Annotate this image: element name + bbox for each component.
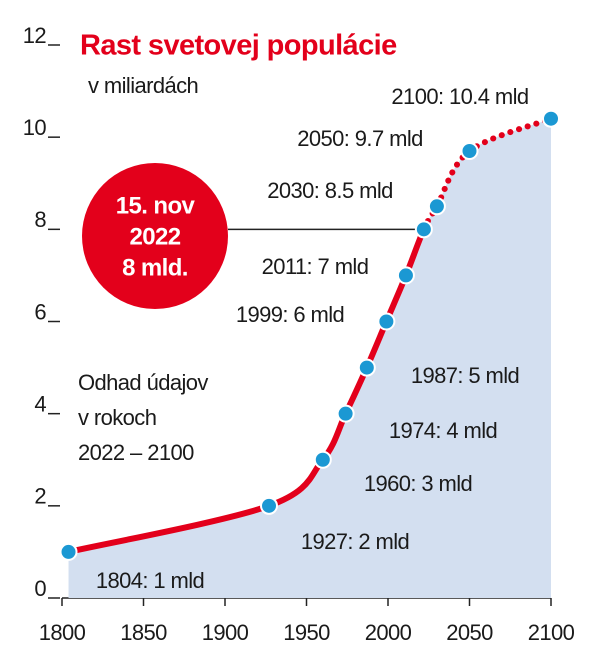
x-tick-label: 1950 [283,620,330,645]
value-label: 1960: 3 mld [364,471,472,496]
x-tick-label: 2000 [365,620,412,645]
value-label: 2050: 9.7 mld [297,126,423,151]
value-label: 1804: 1 mld [96,568,204,593]
annotation-circle [82,163,228,309]
annotation-text: 2022 [130,223,181,250]
marker [414,220,433,239]
area [68,118,552,598]
x-tick-label: 1850 [120,620,167,645]
x-tick-label: 1900 [202,620,249,645]
value-label: 1999: 6 mld [236,302,344,327]
annotation-text: 8 mld. [122,254,188,281]
y-tick-label: 10 [23,115,47,140]
chart-subtitle: v miliardách [88,73,198,98]
annotation-text: 15. nov [116,192,196,219]
note-text: Odhad údajov [78,370,208,395]
marker [427,197,446,216]
marker [542,109,560,128]
marker [313,450,332,469]
marker [260,496,279,515]
y-tick-label: 8 [34,207,46,232]
y-tick-label: 12 [23,23,47,48]
value-label: 2011: 7 mld [262,254,369,279]
note-text: v rokoch [78,405,156,430]
y-tick-label: 2 [34,484,46,509]
marker [357,358,376,377]
value-label: 1927: 2 mld [301,529,409,554]
value-label: 1974: 4 mld [389,418,497,443]
marker [336,404,355,423]
x-tick-label: 1800 [39,620,86,645]
y-tick-label: 4 [34,391,46,416]
marker [59,542,78,561]
x-tick-label: 2050 [446,620,493,645]
line-projection [420,115,554,233]
value-label: 2100: 10.4 mld [391,84,528,109]
chart-title: Rast svetovej populácie [80,30,397,62]
marker [396,266,415,285]
value-label: 2030: 8.5 mld [267,178,393,203]
value-label: 1987: 5 mld [411,363,519,388]
note-text: 2022 – 2100 [78,440,194,465]
marker [377,312,396,331]
y-tick-label: 0 [34,576,46,601]
y-tick-label: 6 [34,299,46,324]
marker [460,141,479,160]
x-tick-label: 2100 [528,620,575,645]
